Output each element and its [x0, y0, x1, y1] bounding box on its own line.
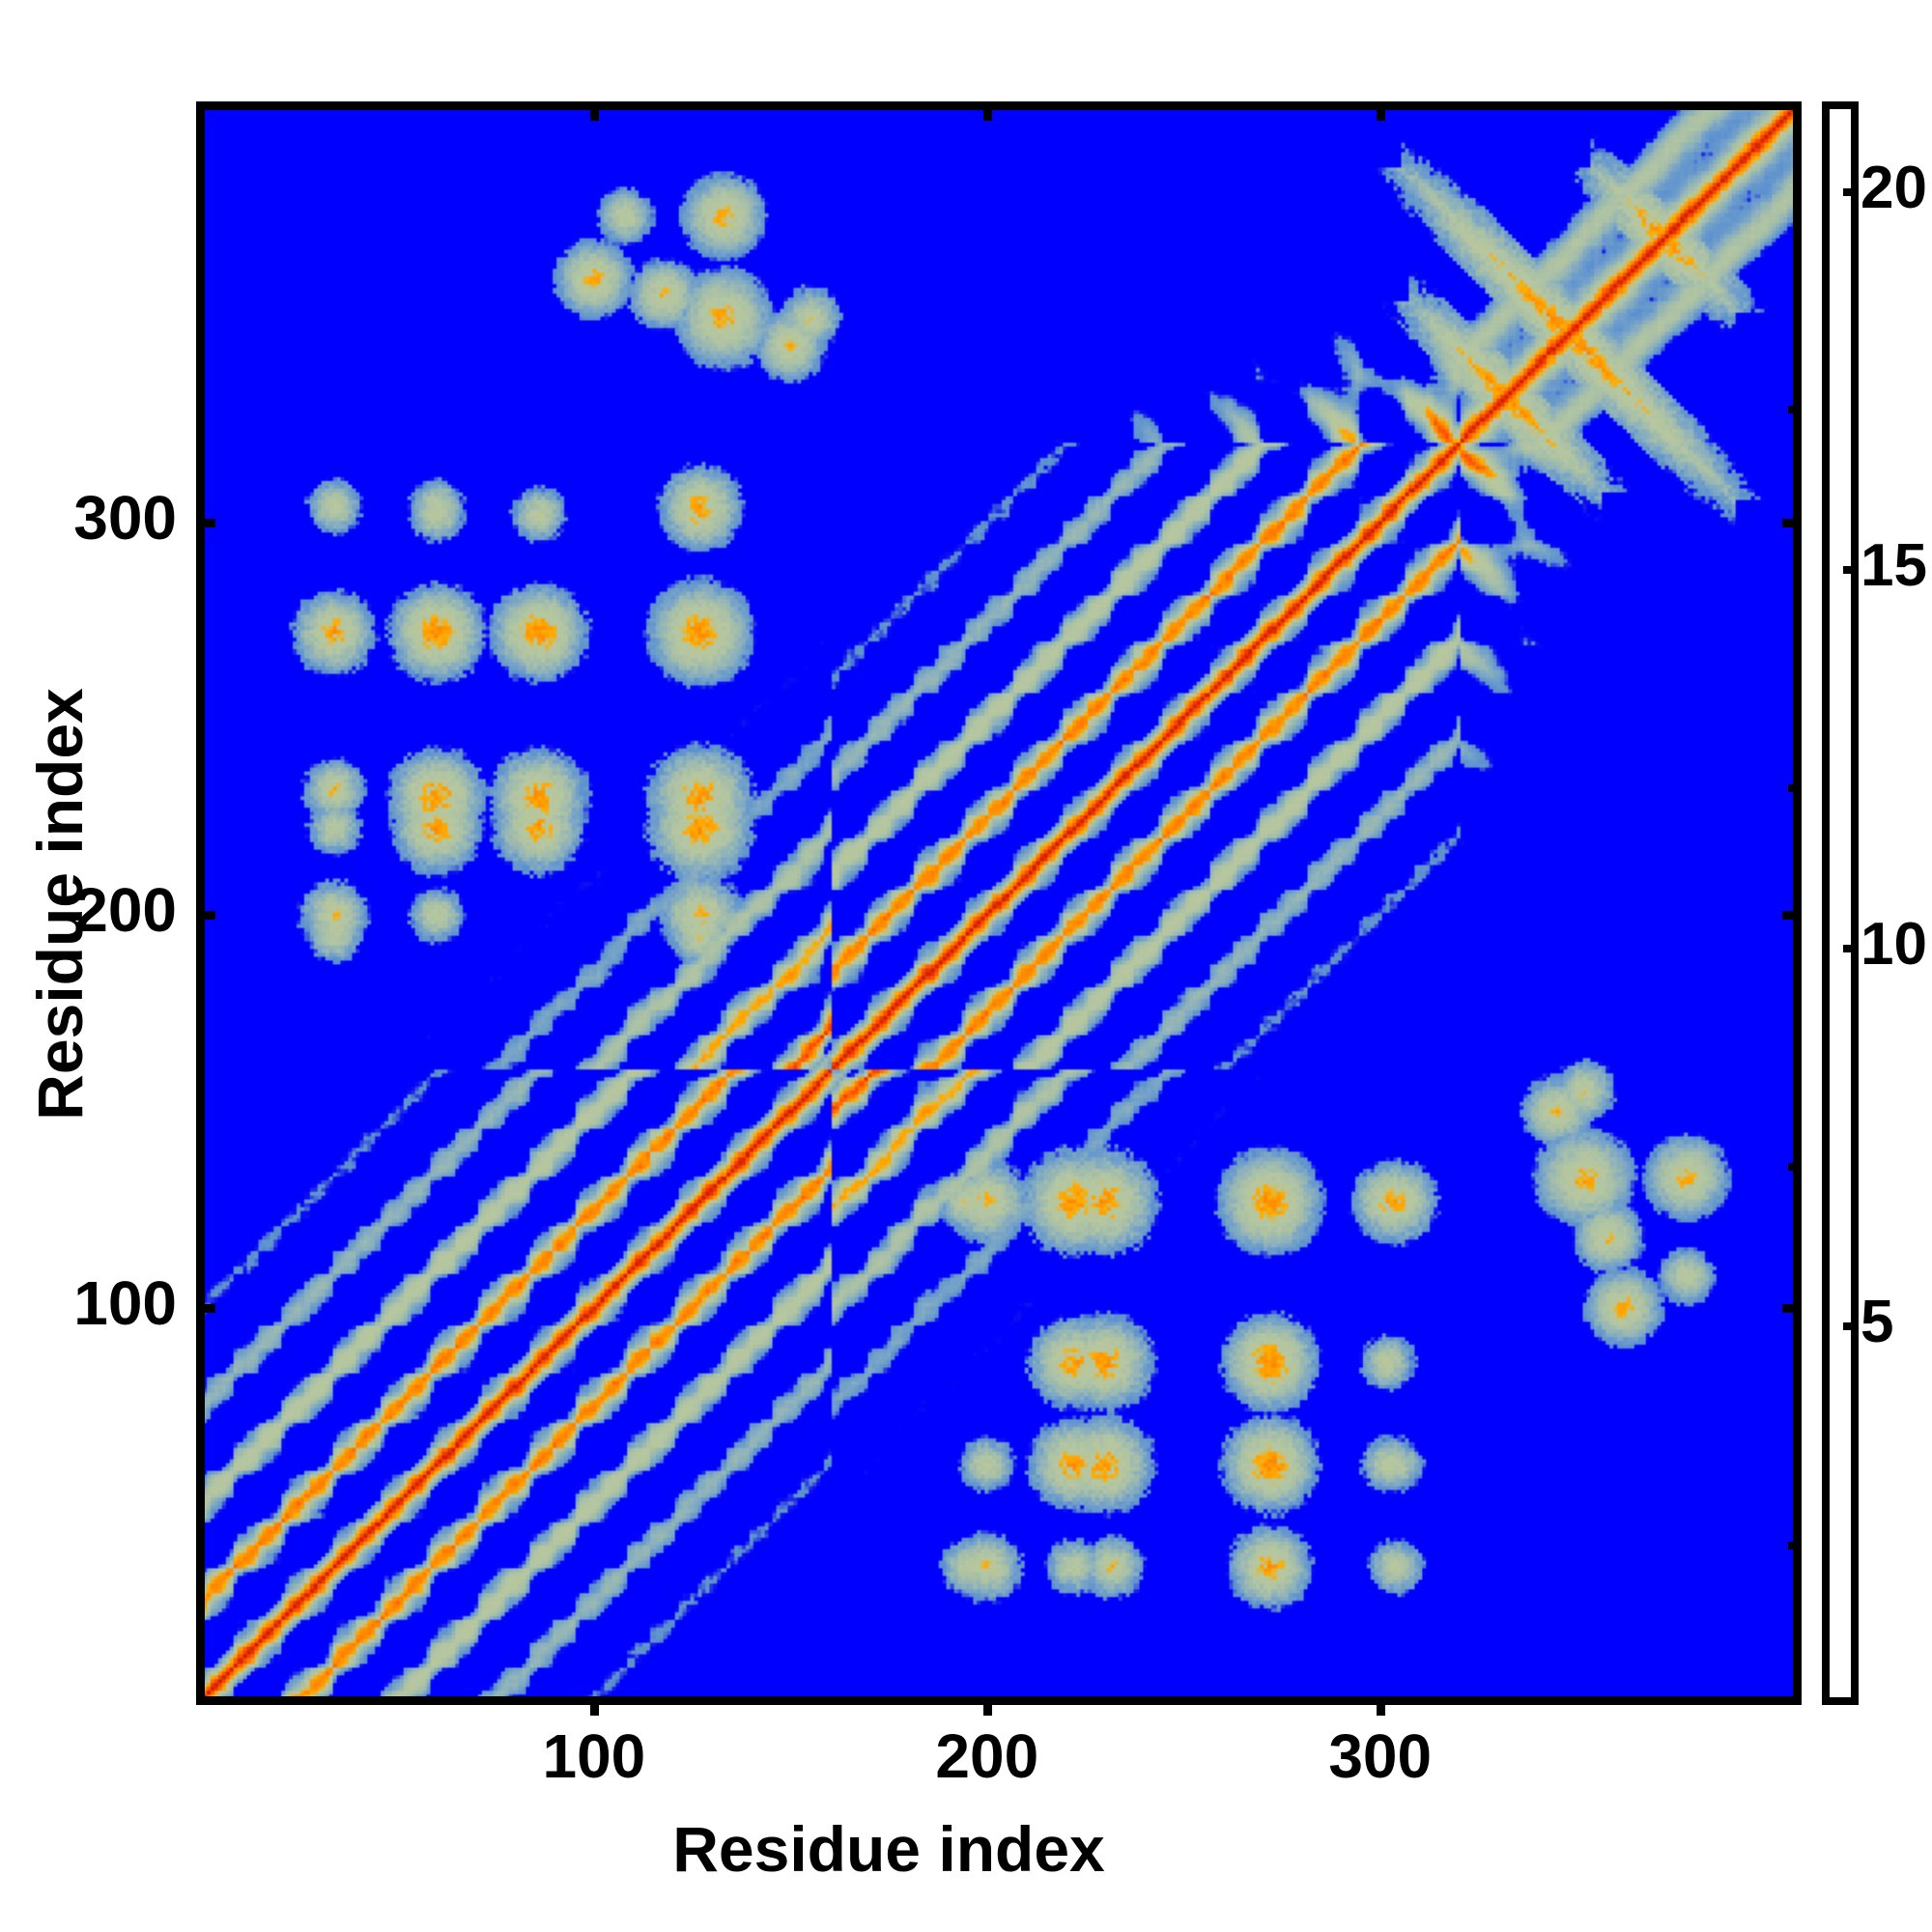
- x-tick-mark: [982, 1696, 992, 1716]
- colorbar-label-10: 10: [1861, 910, 1927, 978]
- distance-matrix-heatmap[interactable]: [205, 110, 1793, 1696]
- x-tick-label-200: 200: [935, 1721, 1039, 1791]
- colorbar-tick-10: [1843, 944, 1857, 952]
- plot-right-tick: [1788, 1163, 1802, 1171]
- plot-right-tick: [1788, 1542, 1802, 1549]
- y-tick-mark: [196, 518, 215, 527]
- y-tick-mark-right: [1782, 518, 1802, 527]
- colorbar-label-5: 5: [1861, 1289, 1894, 1356]
- x-axis-title-text: Residue index: [672, 1813, 1105, 1885]
- y-tick-mark: [196, 911, 215, 921]
- y-tick-label-300: 300: [73, 482, 177, 553]
- y-axis-title: Residue index: [24, 688, 96, 1121]
- colorbar-label-20: 20: [1861, 154, 1927, 221]
- y-tick-label-200: 200: [73, 875, 177, 946]
- x-tick-mark-top: [982, 101, 992, 121]
- y-tick-label-100: 100: [73, 1267, 177, 1338]
- colorbar-tick-20: [1843, 187, 1857, 196]
- heatmap-plot-area[interactable]: [196, 101, 1802, 1705]
- y-tick-mark: [196, 1303, 215, 1313]
- x-tick-mark: [1376, 1696, 1385, 1716]
- colorbar[interactable]: [1822, 101, 1859, 1705]
- x-tick-mark-top: [1376, 101, 1385, 121]
- x-tick-mark-top: [589, 101, 599, 121]
- colorbar-gradient: [1830, 109, 1851, 1697]
- plot-right-tick: [1788, 784, 1802, 792]
- x-tick-label-300: 300: [1328, 1721, 1433, 1791]
- x-tick-mark: [589, 1696, 599, 1716]
- colorbar-tick-15: [1843, 566, 1857, 575]
- y-tick-mark-right: [1782, 911, 1802, 921]
- x-tick-label-100: 100: [542, 1721, 646, 1791]
- colorbar-label-15: 15: [1861, 532, 1927, 600]
- plot-right-tick: [1788, 406, 1802, 413]
- x-axis-title: Residue index: [0, 1812, 1932, 1886]
- colorbar-tick-5: [1843, 1322, 1857, 1331]
- y-tick-mark-right: [1782, 1303, 1802, 1313]
